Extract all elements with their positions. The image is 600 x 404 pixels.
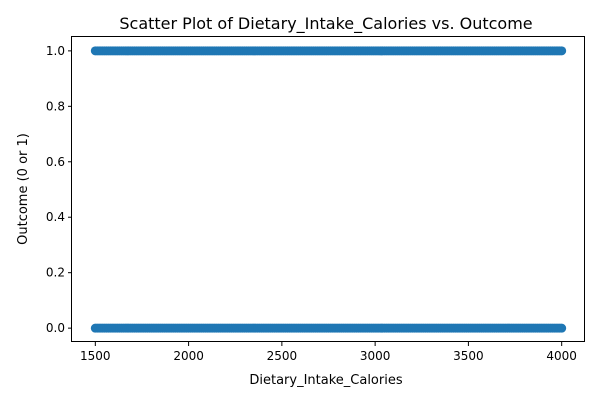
y-tick-label: 1.0 <box>46 44 65 58</box>
y-axis-label: Outcome (0 or 1) <box>16 133 31 245</box>
y-tick-label: 0.8 <box>46 99 65 113</box>
y-tick-label: 0.0 <box>46 321 65 335</box>
plot-frame <box>71 36 585 342</box>
x-tick-label: 1500 <box>80 349 111 363</box>
y-tick-label: 0.4 <box>46 210 65 224</box>
x-tick-label: 2500 <box>267 349 298 363</box>
y-tick-label: 0.2 <box>46 266 65 280</box>
x-axis-label: Dietary_Intake_Calories <box>249 373 402 388</box>
x-tick-label: 3000 <box>360 349 391 363</box>
data-point <box>557 46 567 56</box>
chart-title: Scatter Plot of Dietary_Intake_Calories … <box>119 14 532 34</box>
x-tick-label: 4000 <box>546 349 577 363</box>
y-tick-label: 0.6 <box>46 155 65 169</box>
y-ticks: 0.0 0.2 0.4 0.6 0.8 1.0 <box>46 44 72 335</box>
x-tick-label: 3500 <box>453 349 484 363</box>
x-tick-label: 2000 <box>173 349 204 363</box>
data-point <box>557 323 567 333</box>
x-ticks: 1500 2000 2500 3000 3500 4000 <box>80 342 577 363</box>
points-layer <box>90 46 567 333</box>
